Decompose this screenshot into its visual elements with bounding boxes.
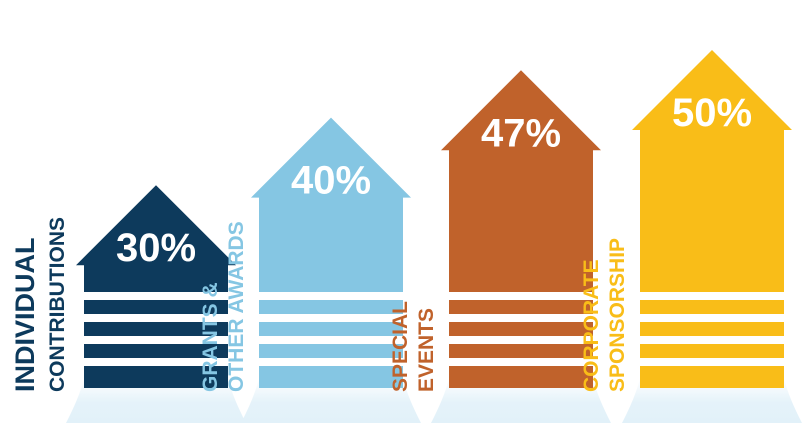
tick-label: EVENTS: [415, 308, 438, 392]
annotation-asterisk: *: [758, 87, 764, 103]
arrow-stripe: [640, 292, 784, 300]
tick-label: CORPORATE: [580, 259, 603, 392]
tick-label: SPONSORSHIP: [606, 238, 629, 392]
arrow-stripe: [449, 314, 593, 322]
data-label: 30%: [116, 226, 196, 270]
arrow-stripe: [259, 314, 403, 322]
tick-label: CONTRIBUTIONS: [46, 217, 69, 392]
tick-label: GRANTS &: [199, 282, 222, 392]
data-label: 40%: [291, 159, 371, 203]
tick-label: SPECIAL: [389, 301, 412, 392]
arrow-stripe: [259, 292, 403, 300]
data-label: 47%: [481, 111, 561, 155]
arrow-stripe: [449, 336, 593, 344]
arrow-stripe: [259, 336, 403, 344]
arrow-stripe: [640, 358, 784, 366]
arrow-stripe: [449, 358, 593, 366]
tick-label: INDIVIDUAL: [10, 238, 40, 393]
tick-label: OTHER AWARDS: [225, 221, 248, 392]
arrow-stripe: [640, 336, 784, 344]
arrow-stripe: [449, 292, 593, 300]
arrow-stripe: [259, 358, 403, 366]
arrow-stripe: [640, 314, 784, 322]
data-label: 50%: [672, 91, 752, 135]
